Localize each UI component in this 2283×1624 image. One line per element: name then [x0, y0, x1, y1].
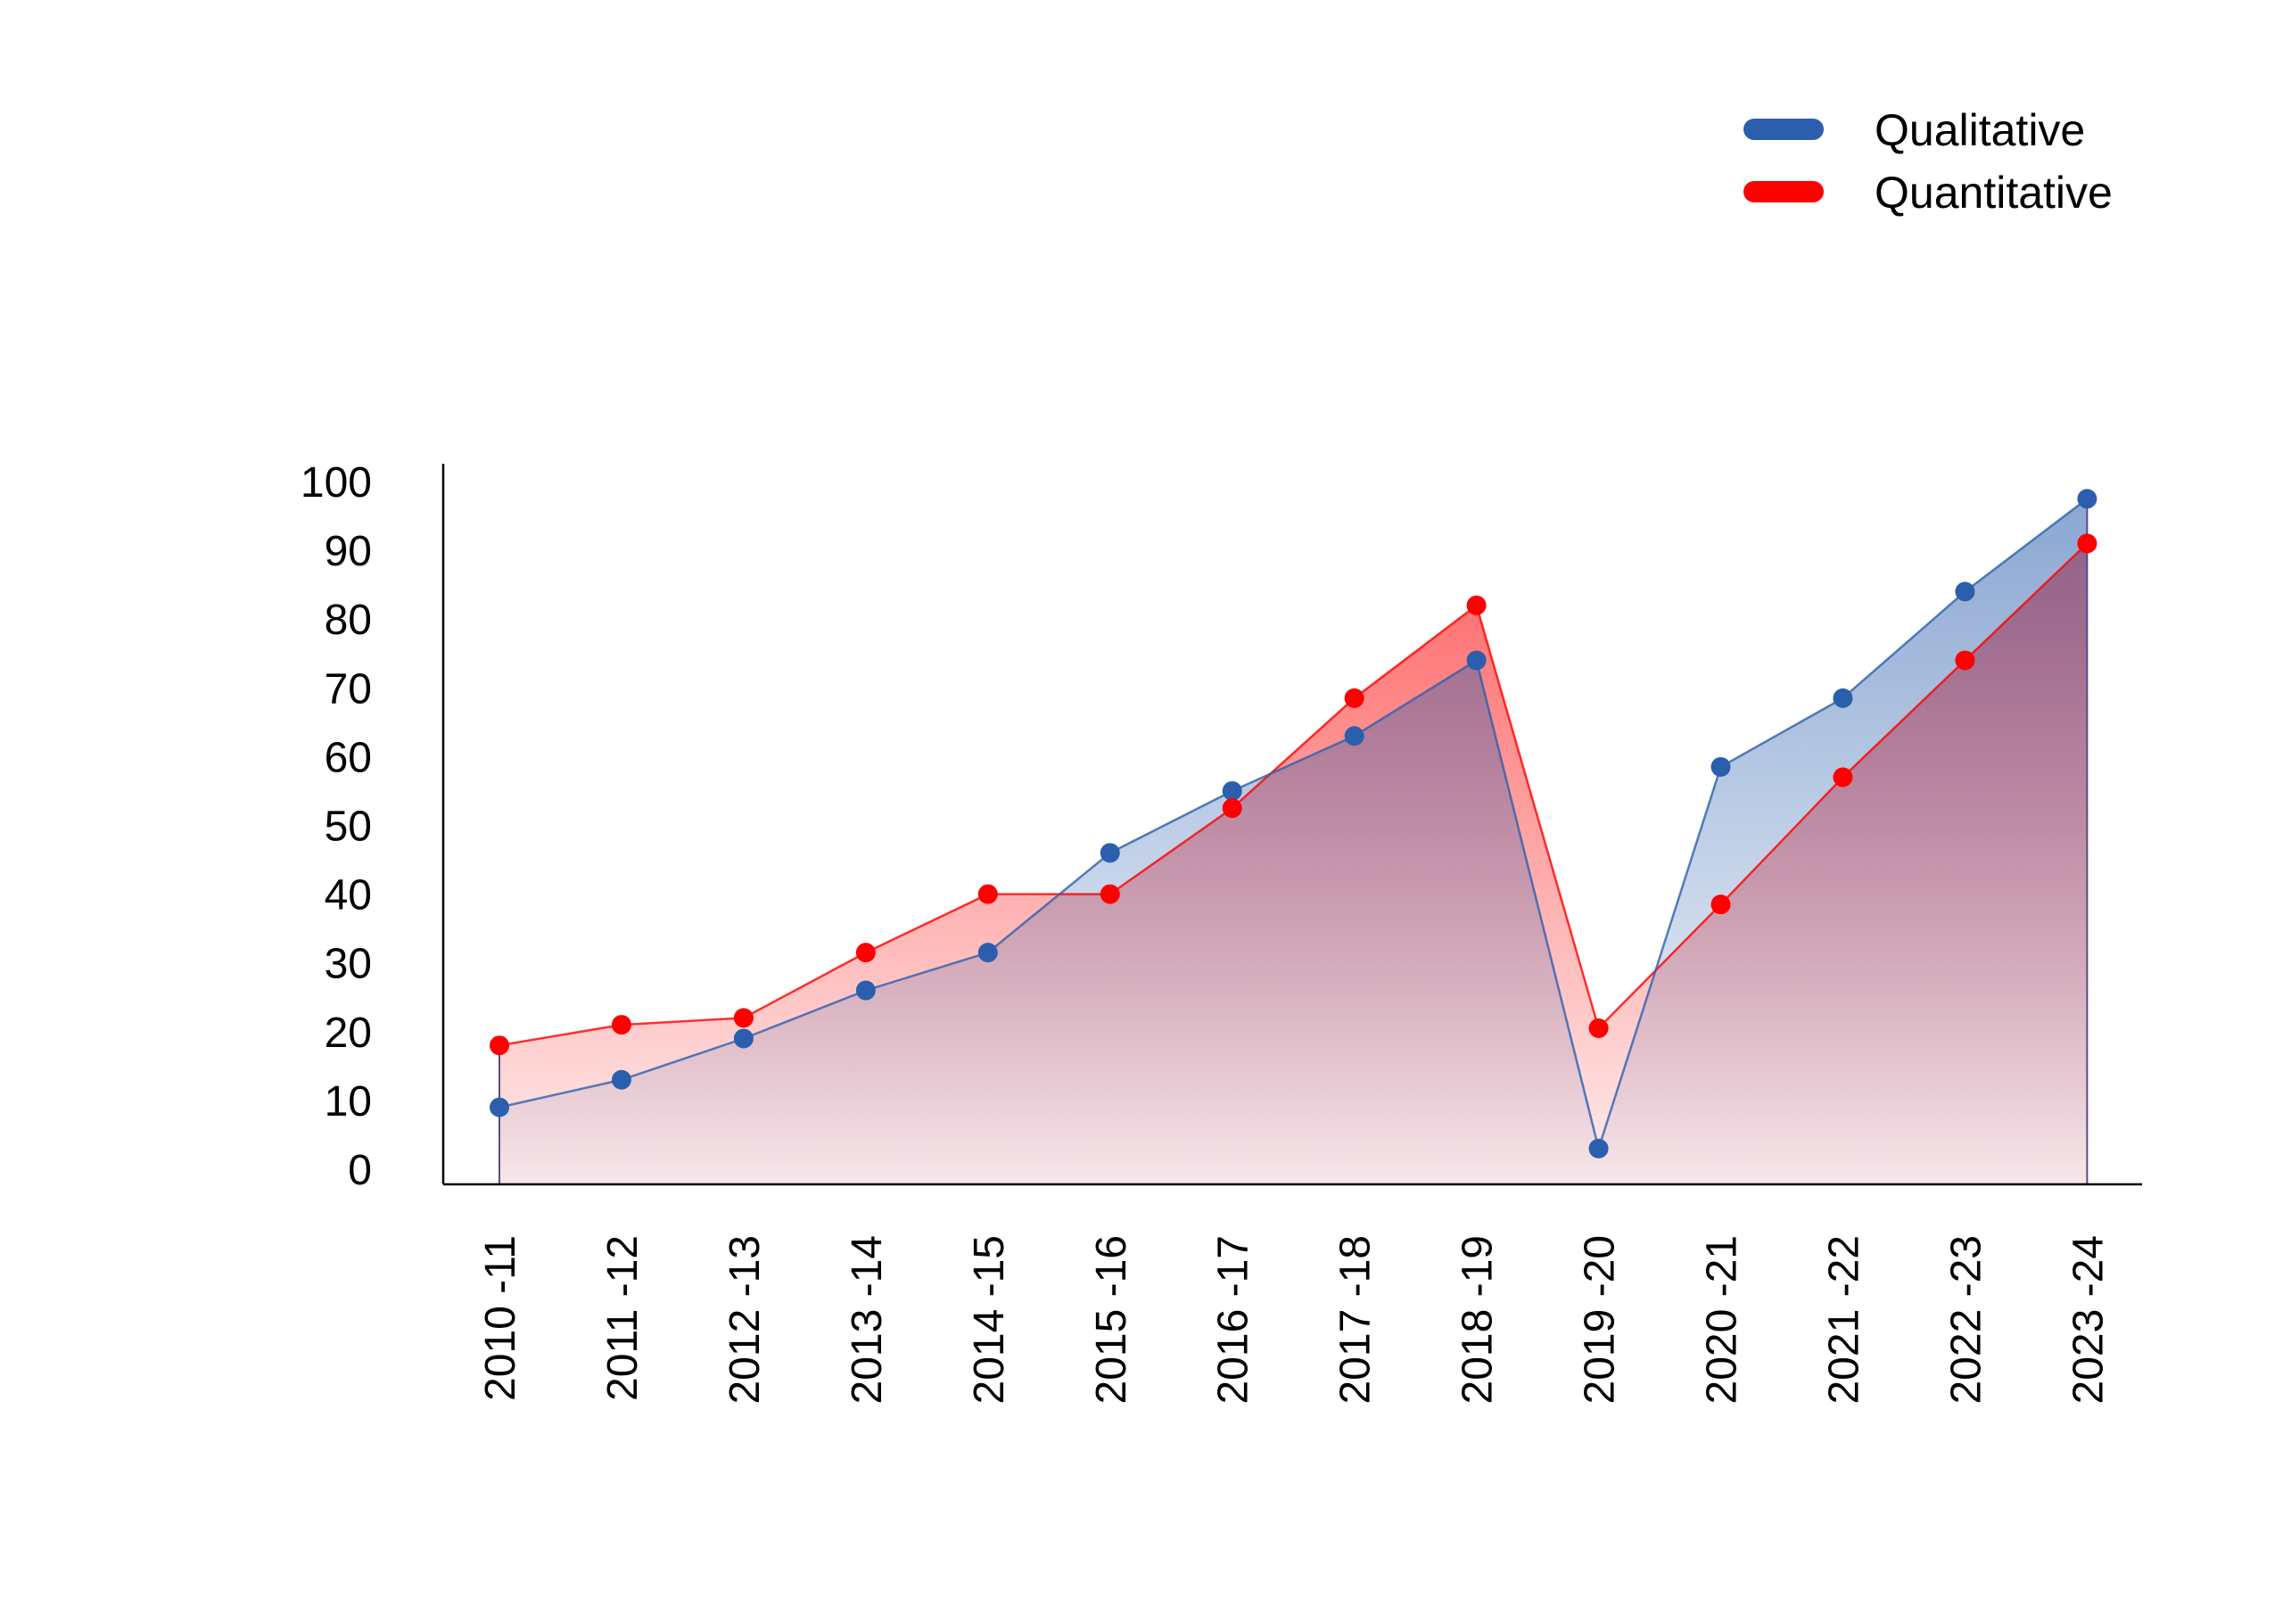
qualitative-point	[855, 980, 876, 1001]
legend-swatch-quantitative	[1743, 181, 1824, 202]
x-tick-label: 2011 -12	[599, 1235, 647, 1401]
qualitative-point	[1710, 756, 1731, 777]
qualitative-point	[490, 1097, 509, 1117]
qualitative-point	[1222, 780, 1242, 801]
y-tick-label: 40	[325, 872, 372, 919]
qualitative-point	[2077, 489, 2098, 509]
quantitative-point	[1833, 767, 1853, 787]
y-tick-label: 100	[301, 459, 372, 507]
qualitative-point	[1466, 650, 1487, 671]
x-tick-label: 2017 -18	[1332, 1235, 1380, 1405]
qualitative-point	[1100, 843, 1120, 863]
x-tick-labels: 2010 -11 2011 -12 2012 -13 2013 -14 2014 -15…	[477, 1235, 2112, 1405]
legend-label-qualitative: Qualitative	[1875, 105, 2085, 155]
y-tick-label: 50	[325, 804, 372, 851]
x-tick-label: 2019 -20	[1577, 1235, 1624, 1405]
x-tick-label: 2023 -24	[2065, 1235, 2112, 1405]
x-tick-label: 2020 -21	[1699, 1235, 1746, 1405]
x-tick-label: 2010 -11	[477, 1235, 524, 1401]
y-tick-labels: 0 10 20 30 40 50 60 70 80 90 100	[301, 459, 372, 1194]
x-tick-label: 2014 -15	[966, 1235, 1013, 1405]
x-tick-label: 2015 -16	[1088, 1235, 1135, 1405]
x-tick-label: 2016 -17	[1210, 1235, 1257, 1405]
quantitative-point	[733, 1008, 754, 1028]
y-tick-label: 20	[325, 1010, 372, 1057]
qualitative-point	[1833, 688, 1853, 708]
y-tick-label: 0	[348, 1147, 372, 1194]
quantitative-point	[1955, 650, 1975, 671]
y-tick-label: 90	[325, 528, 372, 575]
quantitative-point	[2077, 533, 2098, 554]
qualitative-point	[1588, 1138, 1609, 1158]
quantitative-point	[1222, 798, 1242, 819]
quantitative-point	[855, 943, 876, 963]
qualitative-point	[1955, 581, 1975, 602]
x-tick-label: 2013 -14	[844, 1235, 891, 1405]
series-lines	[499, 498, 2089, 1184]
x-tick-label: 2022 -23	[1942, 1235, 1990, 1405]
quantitative-point	[977, 884, 998, 904]
y-tick-label: 60	[325, 734, 372, 781]
legend: Qualitative Quantitative	[1743, 105, 2113, 218]
quantitative-point	[1466, 595, 1487, 615]
qualitative-point	[977, 943, 998, 963]
qualitative-area	[499, 499, 2088, 1184]
quantitative-point	[1100, 884, 1120, 904]
qualitative-point	[1344, 726, 1364, 746]
quantitative-point	[611, 1015, 631, 1035]
legend-swatch-qualitative	[1743, 119, 1824, 140]
qualitative-point	[611, 1069, 631, 1090]
quantitative-point	[1588, 1018, 1609, 1038]
y-tick-label: 30	[325, 941, 372, 988]
quantitative-line	[499, 542, 2089, 1047]
axes	[441, 464, 2142, 1186]
qualitative-point	[733, 1028, 754, 1049]
y-tick-label: 10	[325, 1078, 372, 1125]
y-tick-label: 80	[325, 597, 372, 644]
x-tick-label: 2012 -13	[721, 1235, 769, 1405]
series-areas	[499, 499, 2088, 1184]
quantitative-point	[490, 1035, 509, 1056]
quantitative-point	[1710, 894, 1731, 915]
y-tick-label: 70	[325, 665, 372, 713]
legend-label-quantitative: Quantitative	[1875, 168, 2113, 218]
series-markers	[490, 489, 2098, 1158]
quantitative-point	[1344, 688, 1364, 708]
x-tick-label: 2021 -22	[1820, 1235, 1867, 1405]
x-tick-label: 2018 -19	[1455, 1235, 1502, 1405]
qualitative-line	[499, 498, 2089, 1153]
